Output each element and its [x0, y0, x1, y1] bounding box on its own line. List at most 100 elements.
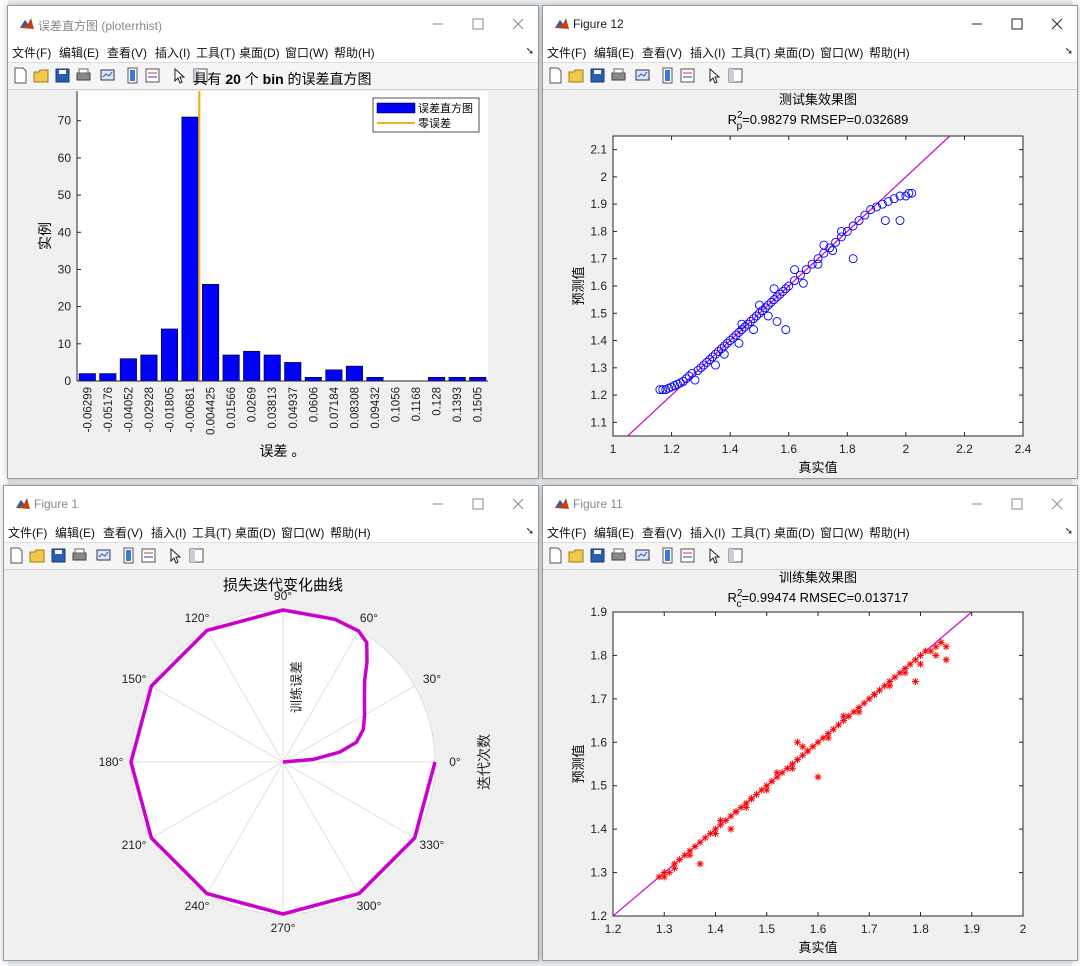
minimize-icon[interactable]	[967, 14, 987, 34]
close-icon[interactable]	[1047, 494, 1067, 514]
legend-icon[interactable]	[144, 67, 161, 84]
title-bar[interactable]: Figure 11	[543, 486, 1077, 522]
colorbar-icon[interactable]	[120, 547, 137, 564]
print-icon[interactable]	[71, 547, 88, 564]
menu-item-0[interactable]: 文件(F)	[8, 526, 48, 540]
menu-overflow-icon[interactable]: ➘	[525, 46, 534, 57]
window-figure-1[interactable]: Figure 1 文件(F) 编辑(E) 查看(V) 插入(I) 工具(T) 桌面(D) 窗口…	[3, 485, 539, 961]
menu-item-1[interactable]: 编辑(E)	[594, 526, 634, 540]
menu-item-5[interactable]: 桌面(D)	[774, 46, 815, 60]
open-file-icon[interactable]	[568, 67, 585, 84]
menu-item-2[interactable]: 查看(V)	[642, 46, 682, 60]
colorbar-icon[interactable]	[659, 67, 676, 84]
title-bar[interactable]: 误差直方图 (ploterrhist)	[8, 6, 538, 42]
menu-item-3[interactable]: 插入(I)	[690, 526, 726, 540]
minimize-icon[interactable]	[428, 494, 448, 514]
link-plot-icon[interactable]	[99, 67, 116, 84]
minimize-icon[interactable]	[967, 494, 987, 514]
close-icon[interactable]	[508, 494, 528, 514]
menu-item-4[interactable]: 工具(T)	[731, 46, 771, 60]
minimize-icon[interactable]	[428, 14, 448, 34]
menu-item-0[interactable]: 文件(F)	[12, 46, 52, 60]
menu-item-1[interactable]: 编辑(E)	[59, 46, 99, 60]
save-icon[interactable]	[589, 547, 606, 564]
menu-item-0[interactable]: 文件(F)	[547, 46, 587, 60]
legend-icon[interactable]	[679, 67, 696, 84]
x-tick-label: 0.04937	[288, 387, 300, 429]
maximize-icon[interactable]	[468, 14, 488, 34]
open-file-icon[interactable]	[33, 67, 50, 84]
data-point	[658, 385, 668, 395]
data-point	[712, 829, 719, 837]
menu-item-2[interactable]: 查看(V)	[103, 526, 143, 540]
menu-item-6[interactable]: 窗口(W)	[820, 526, 864, 540]
save-icon[interactable]	[589, 67, 606, 84]
menu-item-5[interactable]: 桌面(D)	[235, 526, 276, 540]
cursor-icon[interactable]	[706, 67, 723, 84]
menu-item-6[interactable]: 窗口(W)	[281, 526, 325, 540]
menu-item-7[interactable]: 帮助(H)	[869, 46, 910, 60]
menu-item-7[interactable]: 帮助(H)	[869, 526, 910, 540]
menu-item-1[interactable]: 编辑(E)	[594, 46, 634, 60]
menu-item-3[interactable]: 插入(I)	[151, 526, 187, 540]
menu-overflow-icon[interactable]: ➘	[525, 526, 534, 537]
new-file-icon[interactable]	[8, 547, 25, 564]
print-icon[interactable]	[75, 67, 92, 84]
title-bar[interactable]: Figure 1	[4, 486, 538, 522]
maximize-icon[interactable]	[468, 494, 488, 514]
menu-item-2[interactable]: 查看(V)	[642, 526, 682, 540]
menu-item-4[interactable]: 工具(T)	[731, 526, 771, 540]
link-plot-icon[interactable]	[634, 547, 651, 564]
property-inspector-icon[interactable]	[192, 67, 209, 84]
menu-item-0[interactable]: 文件(F)	[547, 526, 587, 540]
link-plot-icon[interactable]	[634, 67, 651, 84]
menu-overflow-icon[interactable]: ➘	[1064, 526, 1073, 537]
maximize-icon[interactable]	[1007, 494, 1027, 514]
save-icon[interactable]	[50, 547, 67, 564]
menu-item-3[interactable]: 插入(I)	[690, 46, 726, 60]
colorbar-icon[interactable]	[659, 547, 676, 564]
menu-item-5[interactable]: 桌面(D)	[774, 526, 815, 540]
print-icon[interactable]	[610, 67, 627, 84]
open-file-icon[interactable]	[568, 547, 585, 564]
window-figure-11[interactable]: Figure 11 文件(F) 编辑(E) 查看(V) 插入(I) 工具(T) 桌面(D) 窗…	[542, 485, 1078, 961]
window-figure-12[interactable]: Figure 12 文件(F) 编辑(E) 查看(V) 插入(I) 工具(T) 桌面(D) 窗…	[542, 5, 1078, 479]
title-bar[interactable]: Figure 12	[543, 6, 1077, 42]
close-icon[interactable]	[508, 14, 528, 34]
close-icon[interactable]	[1047, 14, 1067, 34]
cursor-icon[interactable]	[706, 547, 723, 564]
menu-item-6[interactable]: 窗口(W)	[285, 46, 329, 60]
cursor-icon[interactable]	[171, 67, 188, 84]
x-tick-label: 0.07184	[329, 386, 341, 428]
menu-item-5[interactable]: 桌面(D)	[239, 46, 280, 60]
menu-overflow-icon[interactable]: ➘	[1064, 46, 1073, 57]
link-plot-icon[interactable]	[95, 547, 112, 564]
new-file-icon[interactable]	[547, 67, 564, 84]
window-error-histogram[interactable]: 误差直方图 (ploterrhist) 文件(F) 编辑(E) 查看(V) 插入(I) 工…	[7, 5, 539, 479]
menu-item-3[interactable]: 插入(I)	[155, 46, 191, 60]
legend-icon[interactable]	[679, 547, 696, 564]
cursor-icon[interactable]	[167, 547, 184, 564]
data-point	[891, 673, 899, 681]
colorbar-icon[interactable]	[124, 67, 141, 84]
angle-tick-label: 180°	[99, 755, 124, 769]
menu-item-4[interactable]: 工具(T)	[192, 526, 232, 540]
menu-item-7[interactable]: 帮助(H)	[330, 526, 371, 540]
open-file-icon[interactable]	[29, 547, 46, 564]
menu-item-4[interactable]: 工具(T)	[196, 46, 236, 60]
maximize-icon[interactable]	[1007, 14, 1027, 34]
save-icon[interactable]	[54, 67, 71, 84]
new-file-icon[interactable]	[12, 67, 29, 84]
property-inspector-icon[interactable]	[188, 547, 205, 564]
data-point	[760, 303, 770, 313]
menu-item-6[interactable]: 窗口(W)	[820, 46, 864, 60]
menu-item-7[interactable]: 帮助(H)	[334, 46, 375, 60]
menu-item-2[interactable]: 查看(V)	[107, 46, 147, 60]
new-file-icon[interactable]	[547, 547, 564, 564]
data-point	[814, 738, 822, 746]
print-icon[interactable]	[610, 547, 627, 564]
legend-icon[interactable]	[140, 547, 157, 564]
property-inspector-icon[interactable]	[727, 547, 744, 564]
menu-item-1[interactable]: 编辑(E)	[55, 526, 95, 540]
property-inspector-icon[interactable]	[727, 67, 744, 84]
